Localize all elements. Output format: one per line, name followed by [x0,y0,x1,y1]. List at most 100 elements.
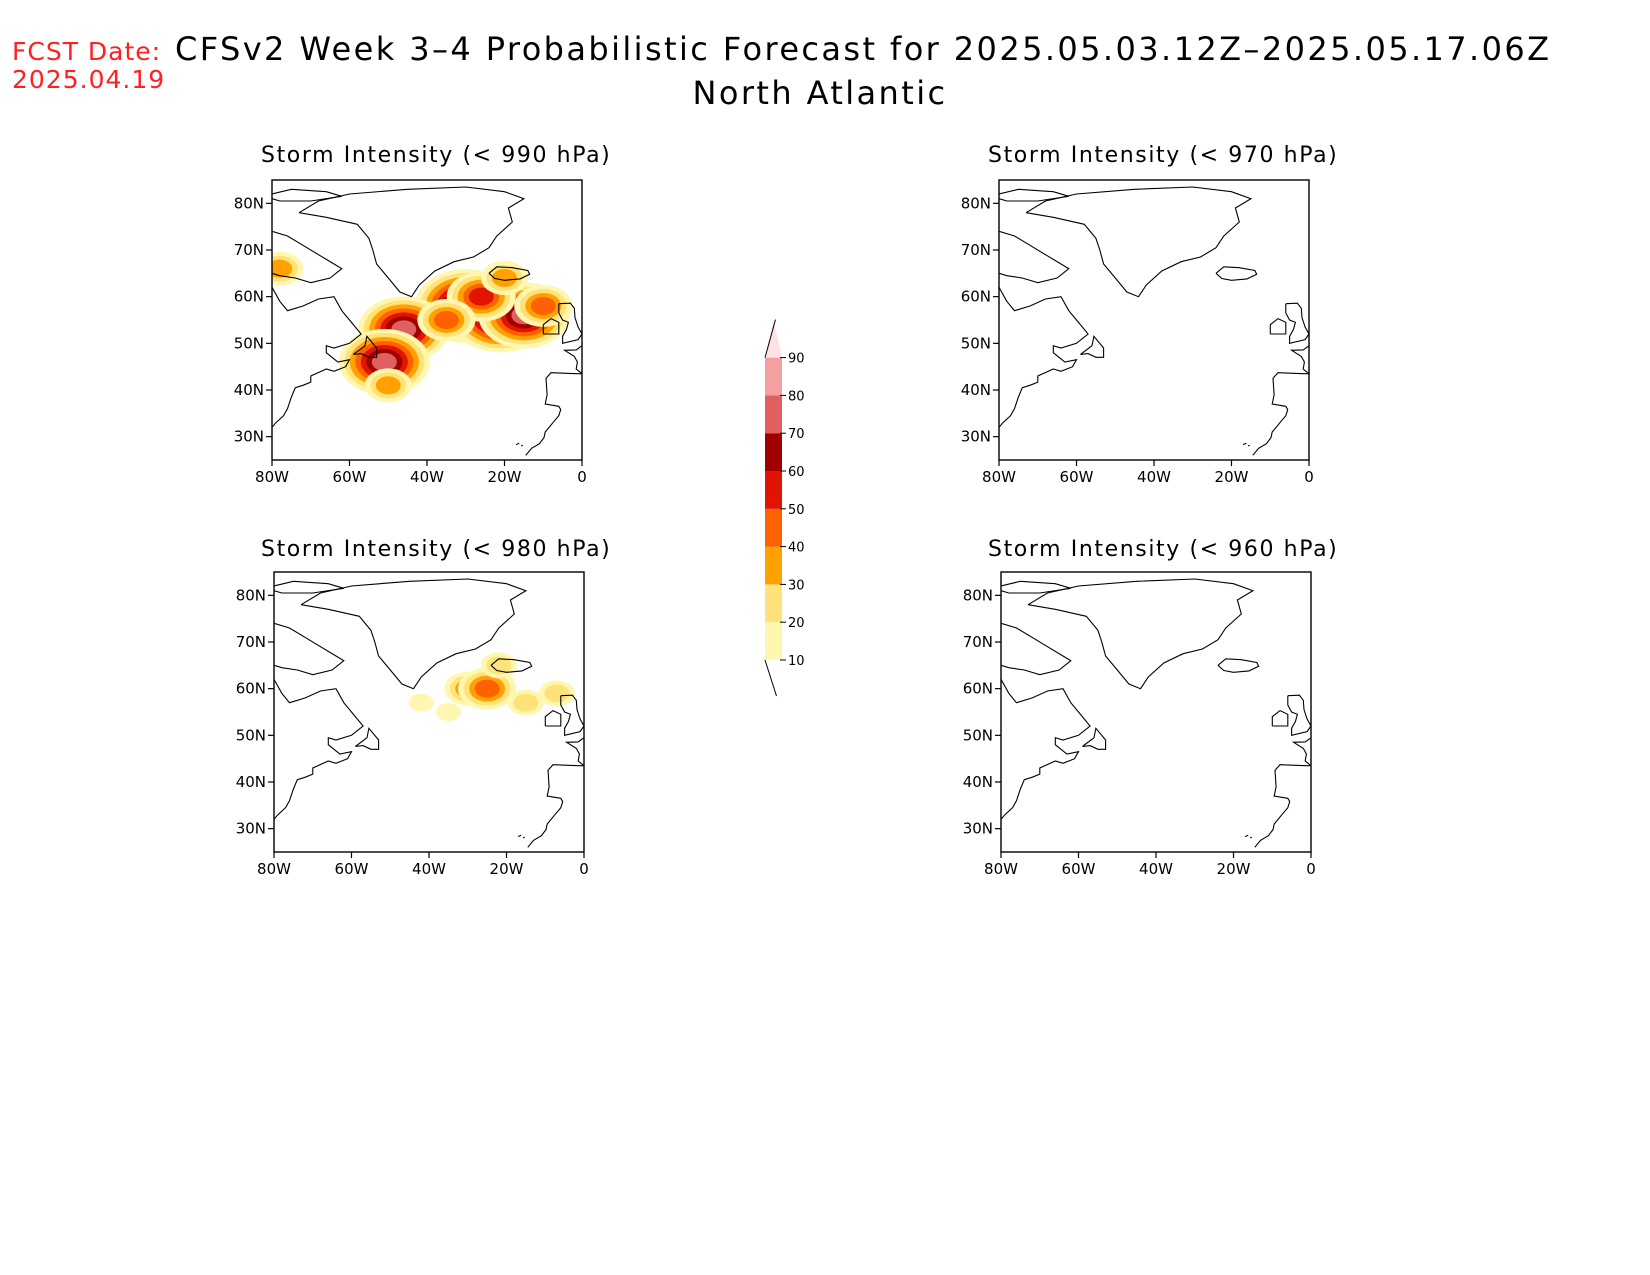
panel-title-970: Storm Intensity (< 970 hPa) [988,143,1339,168]
coastline-11 [520,444,523,447]
lon-tick-label: 0 [577,468,587,486]
panel-title-960: Storm Intensity (< 960 hPa) [988,537,1339,562]
lat-tick-label: 50N [961,334,991,352]
colorbar-box-50 [765,471,782,509]
coastline-0 [1025,186,1253,298]
probability-contour-1-4 [474,679,500,698]
lat-tick-label: 70N [234,241,264,259]
lon-tick-label: 0 [1304,468,1314,486]
lat-tick-label: 30N [963,820,993,838]
coastline-10 [515,442,520,446]
coastline-7 [1269,317,1287,335]
coastline-10 [517,834,522,838]
colorbar-label: 90 [788,352,805,367]
lon-tick-label: 40W [1139,860,1173,878]
coastline-10 [1242,442,1247,446]
coastline-10 [1244,834,1249,838]
lat-tick-label: 40N [236,773,266,791]
colorbar-upper-edge [764,319,776,358]
colorbar-box-60 [765,433,782,471]
coastline-6 [1287,694,1311,736]
probability-contour-9-3 [375,376,401,395]
lat-tick-label: 60N [236,680,266,698]
coastlines [274,578,584,848]
lon-tick-label: 20W [1215,468,1249,486]
lon-tick-label: 60W [335,860,369,878]
lat-tick-label: 80N [963,586,993,604]
probability-contour-3-2 [544,684,570,703]
lon-tick-label: 0 [1306,860,1316,878]
coastline-4 [274,679,364,820]
colorbar-label: 70 [788,427,805,442]
probability-contour-5-5 [468,287,494,306]
lat-tick-label: 40N [961,381,991,399]
lat-tick-label: 80N [236,586,266,604]
coastline-2 [1001,580,1071,594]
coastline-11 [1247,444,1250,447]
colorbar-box-40 [765,508,782,547]
lon-tick-label: 80W [255,468,289,486]
coastline-0 [300,578,528,690]
colorbar-label: 40 [788,541,805,556]
lat-tick-label: 70N [236,633,266,651]
lat-tick-label: 40N [234,381,264,399]
lon-tick-label: 20W [490,860,524,878]
coastline-4 [999,287,1089,428]
lat-tick-label: 50N [234,334,264,352]
region-title: North Atlantic [692,74,948,112]
coastline-3 [272,230,343,284]
forecast-date: FCST Date: 2025.04.19 [12,38,165,94]
lat-tick-label: 30N [236,820,266,838]
lat-tick-label: 60N [963,680,993,698]
lat-tick-label: 80N [961,194,991,212]
probability-contour-10-3 [272,259,293,278]
lat-tick-label: 40N [963,773,993,791]
lon-tick-label: 20W [488,468,522,486]
lat-tick-label: 50N [963,726,993,744]
probability-contour-8-4 [433,311,459,329]
coastline-5 [1080,335,1105,358]
coastline-9 [562,345,582,375]
plot-frame [998,179,1310,461]
lon-tick-label: 60W [333,468,367,486]
lat-tick-label: 30N [234,428,264,446]
coastline-5 [353,335,378,358]
colorbar-label: 10 [788,654,805,669]
plot-frame [1000,571,1312,853]
coastline-1 [1215,266,1258,281]
figure-title-line: CFSv2 Week 3–4 Probabilistic Forecast fo… [175,30,1552,68]
colorbar-box-10 [765,622,782,660]
coastline-0 [1027,578,1255,690]
lat-tick-label: 80N [234,194,264,212]
coastline-11 [522,836,525,839]
map-panel-990: 80N 70N 60N 50N 40N 30N 80W 60W 40W 20W 0 [234,179,587,486]
colorbar-top-triangle [765,319,782,358]
coastline-2 [272,188,342,202]
lat-tick-label: 50N [236,726,266,744]
coastline-7 [544,709,562,727]
lon-tick-label: 40W [1137,468,1171,486]
colorbar-box-80 [765,357,782,396]
colorbar-lower-edge [764,659,777,697]
colorbar-label: 20 [788,616,805,631]
coastline-1 [490,658,533,673]
colorbar-label: 60 [788,465,805,480]
lon-tick-label: 60W [1060,468,1094,486]
coastline-1 [1217,658,1260,673]
coastline-0 [298,186,526,298]
map-panel-970: 80N 70N 60N 50N 40N 30N 80W 60W 40W 20W 0 [961,179,1314,486]
colorbar-box-70 [765,395,782,434]
lat-tick-label: 30N [961,428,991,446]
panel-title-990: Storm Intensity (< 990 hPa) [261,143,612,168]
forecast-date-label: FCST Date: [12,37,162,66]
lon-tick-label: 80W [982,468,1016,486]
probability-contour-5-1 [435,703,461,721]
map-panel-980: 80N 70N 60N 50N 40N 30N 80W 60W 40W 20W 0 [236,571,589,878]
colorbar: 10 20 30 40 50 60 70 80 90 [764,319,805,697]
coastline-6 [1285,302,1309,344]
probability-contour-6-2 [486,656,512,675]
coastline-6 [560,694,584,736]
coastline-7 [1271,709,1289,727]
probability-fill [272,251,573,403]
lat-tick-label: 60N [234,288,264,306]
